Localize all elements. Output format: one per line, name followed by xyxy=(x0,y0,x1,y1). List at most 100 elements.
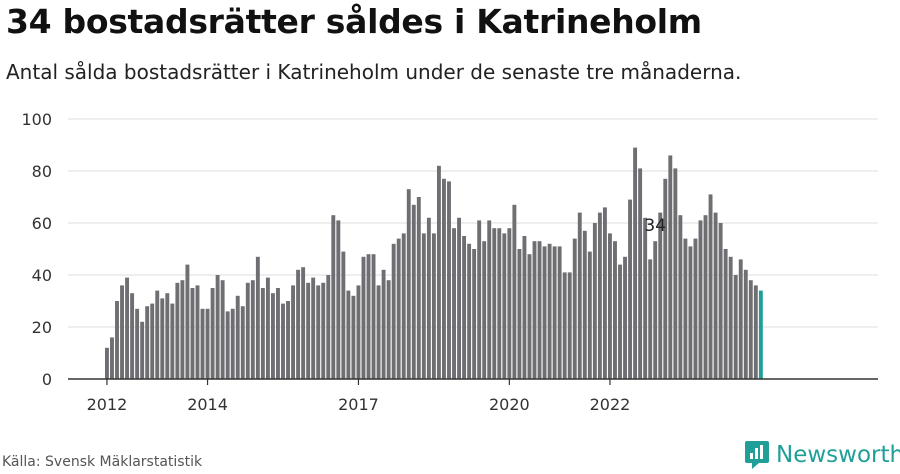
x-tick-label: 2017 xyxy=(338,395,379,414)
bar xyxy=(431,233,436,379)
bar xyxy=(316,285,321,379)
bar xyxy=(250,280,255,379)
bar xyxy=(678,215,683,379)
bar xyxy=(281,303,285,379)
bar xyxy=(396,238,401,379)
chart-subtitle: Antal sålda bostadsrätter i Katrineholm … xyxy=(6,60,742,84)
bar xyxy=(276,288,280,379)
bar xyxy=(265,277,270,379)
bar xyxy=(115,301,119,379)
bar xyxy=(235,295,240,379)
x-tick-label: 2012 xyxy=(87,395,128,414)
bar xyxy=(613,241,617,379)
bar xyxy=(225,311,230,379)
chart-title: 34 bostadsrätter såldes i Katrineholm xyxy=(6,2,702,41)
bar xyxy=(165,293,170,379)
bar xyxy=(135,308,140,379)
newsworthy-logo-icon xyxy=(745,441,769,469)
bar xyxy=(336,220,341,379)
bar xyxy=(582,230,587,379)
bar xyxy=(487,220,492,379)
y-tick-label: 20 xyxy=(32,318,52,337)
bar xyxy=(643,217,648,379)
brand-name: Newsworthy xyxy=(776,442,900,468)
bar xyxy=(743,269,748,379)
newsworthy-logo[interactable]: Newsworthy xyxy=(744,440,900,470)
x-tick-label: 2022 xyxy=(590,395,631,414)
bar xyxy=(140,321,145,379)
bar xyxy=(175,282,180,379)
bar xyxy=(477,220,482,379)
bar xyxy=(391,243,396,379)
bar xyxy=(245,282,250,379)
bar xyxy=(170,303,175,379)
bar xyxy=(120,285,124,379)
bar xyxy=(618,264,622,379)
bar xyxy=(497,228,502,379)
bar xyxy=(255,256,260,379)
bar xyxy=(577,212,582,379)
bar xyxy=(718,223,723,379)
bar xyxy=(673,168,678,379)
bar xyxy=(608,233,612,379)
bar xyxy=(648,259,653,379)
latest-value-label: 34 xyxy=(644,216,666,236)
bar xyxy=(301,267,306,379)
x-tick-label: 2014 xyxy=(187,395,228,414)
bar xyxy=(597,212,602,379)
bar xyxy=(195,285,200,379)
bar xyxy=(331,215,336,379)
bar xyxy=(557,246,562,379)
y-tick-label: 60 xyxy=(32,214,52,233)
bar xyxy=(321,282,326,379)
bar xyxy=(145,306,150,379)
bar xyxy=(482,241,487,379)
bar xyxy=(215,275,220,379)
bar xyxy=(638,168,643,379)
bar xyxy=(185,264,190,379)
bar xyxy=(663,178,668,379)
source-note: Källa: Svensk Mäklarstatistik xyxy=(2,454,203,470)
bar xyxy=(758,290,763,379)
bar xyxy=(698,220,703,379)
bar xyxy=(130,293,135,379)
bar xyxy=(361,256,366,379)
bar xyxy=(467,243,472,379)
bar xyxy=(527,254,532,379)
bar xyxy=(421,233,426,379)
bar xyxy=(381,269,386,379)
bar xyxy=(703,215,708,379)
bar xyxy=(728,256,733,379)
y-tick-label: 40 xyxy=(32,266,52,285)
bar xyxy=(753,285,758,379)
bar xyxy=(326,275,331,379)
bar xyxy=(447,181,451,379)
y-tick-label: 100 xyxy=(21,110,52,129)
bar xyxy=(150,303,155,379)
y-tick-label: 0 xyxy=(42,370,52,389)
bar xyxy=(628,199,633,379)
bar xyxy=(442,178,446,379)
bar xyxy=(693,238,698,379)
bar xyxy=(602,207,607,379)
bar xyxy=(286,301,290,379)
bar xyxy=(190,288,195,379)
bar xyxy=(517,249,522,379)
bar xyxy=(155,290,160,379)
bar xyxy=(713,212,718,379)
bar xyxy=(200,308,205,379)
bar xyxy=(658,212,663,379)
bar xyxy=(547,243,552,379)
bar xyxy=(623,256,627,379)
bar xyxy=(457,217,461,379)
bar xyxy=(426,217,431,379)
bar xyxy=(220,280,225,379)
bar xyxy=(180,280,185,379)
bar xyxy=(401,233,406,379)
bar xyxy=(260,288,265,379)
bar xyxy=(386,280,391,379)
bar xyxy=(110,337,114,379)
bar xyxy=(291,285,296,379)
bar xyxy=(125,277,130,379)
